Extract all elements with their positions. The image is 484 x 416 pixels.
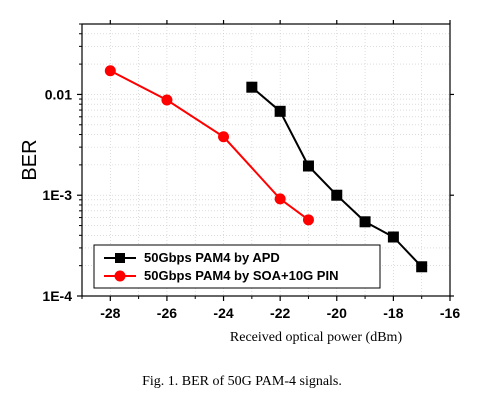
x-tick-label: -24 [213, 305, 233, 321]
legend: 50Gbps PAM4 by APD 50Gbps PAM4 by SOA+10… [93, 244, 381, 289]
data-point-circle [274, 193, 286, 205]
x-tick-label: -26 [157, 305, 177, 321]
y-axis-title: BER [19, 139, 41, 180]
plot-area-frame [81, 23, 451, 297]
x-tick-label: -22 [270, 305, 290, 321]
legend-label-soa: 50Gbps PAM4 by SOA+10G PIN [144, 268, 338, 283]
data-point-circle [104, 65, 116, 77]
data-point-circle [161, 94, 173, 106]
x-axis-title: Received optical power (dBm) [230, 330, 403, 345]
grid-lines [82, 24, 450, 296]
data-point-circle [218, 131, 230, 143]
x-tick-label: -28 [100, 305, 120, 321]
x-tick-label: -18 [383, 305, 403, 321]
data-point-square [302, 160, 314, 172]
y-tick-label: 1E-3 [42, 187, 72, 203]
data-point-square [331, 189, 343, 201]
data-point-square [359, 216, 371, 228]
data-point-square [274, 105, 286, 117]
x-tick-label: -16 [440, 305, 460, 321]
y-tick-labels: 0.01 1E-3 1E-4 [42, 86, 72, 304]
axis-ticks [77, 20, 454, 301]
y-tick-label: 0.01 [45, 86, 72, 102]
legend-label-apd: 50Gbps PAM4 by APD [144, 250, 280, 265]
x-tick-label: -20 [327, 305, 347, 321]
legend-marker-apd [115, 253, 125, 263]
data-point-square [416, 261, 428, 273]
legend-box [93, 244, 381, 289]
y-tick-label: 1E-4 [42, 288, 72, 304]
data-point-square [387, 231, 399, 243]
x-tick-labels: -28 -26 -24 -22 -20 -18 -16 [100, 305, 460, 321]
legend-marker-soa [114, 270, 126, 282]
data-point-square [246, 81, 258, 93]
data-point-circle [302, 214, 314, 226]
data-series [104, 65, 428, 273]
figure-caption: Fig. 1. BER of 50G PAM-4 signals. [142, 374, 342, 389]
